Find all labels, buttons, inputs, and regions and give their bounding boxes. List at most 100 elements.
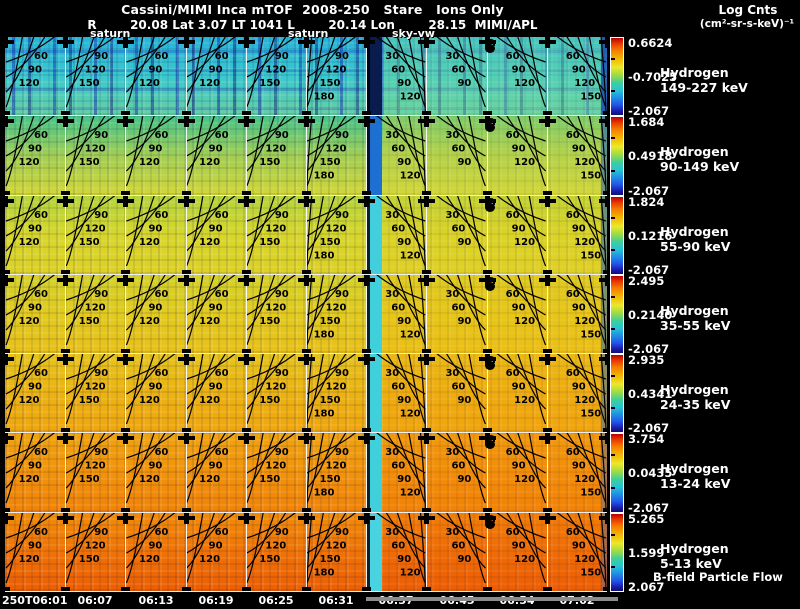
contour-label: 150 xyxy=(79,316,100,327)
contour-label: 90 xyxy=(512,382,526,393)
fiducial-nub-icon xyxy=(603,508,607,512)
contour-label: 150 xyxy=(580,568,601,579)
post-gap-tint xyxy=(383,196,607,274)
contour-label: 60 xyxy=(215,447,229,458)
pointing-marker-icon xyxy=(485,39,495,53)
contour-label: 180 xyxy=(314,92,335,103)
contour-label: 90 xyxy=(148,144,162,155)
segment-divider xyxy=(246,433,247,512)
post-gap-tint xyxy=(383,275,607,353)
fiducial-cross-icon xyxy=(117,116,134,127)
contour-label: 60 xyxy=(34,210,48,221)
panel-species-label: Hydrogen xyxy=(660,541,729,556)
segment-divider xyxy=(547,196,548,274)
fiducial-nub-icon xyxy=(603,191,607,195)
contour-label: 150 xyxy=(320,157,341,168)
contour-label: 30 xyxy=(445,51,459,62)
contour-label: 120 xyxy=(400,92,421,103)
panel-heatmap: 60 90 120 90 120 150 60 90 120 60 90 120 90 120 150 90 1… xyxy=(5,513,607,592)
contour-label: 90 xyxy=(28,541,42,552)
fiducial-cross-icon xyxy=(5,116,14,127)
fiducial-cross-icon xyxy=(599,116,607,127)
contour-label: 90 xyxy=(94,368,108,379)
segment-divider xyxy=(487,275,488,353)
fiducial-cross-icon xyxy=(298,37,315,48)
colorbar-mid-label: -0.7025 xyxy=(628,69,678,84)
fiducial-nub-icon xyxy=(5,191,10,195)
fiducial-nub-icon xyxy=(5,349,10,353)
fiducial-nub-icon xyxy=(61,349,70,353)
contour-label: 120 xyxy=(514,157,535,168)
contour-label: 90 xyxy=(148,461,162,472)
contour-label: 90 xyxy=(512,461,526,472)
fiducial-nub-icon xyxy=(121,111,130,115)
fiducial-cross-icon xyxy=(539,37,556,48)
fiducial-nub-icon xyxy=(302,111,311,115)
colorbar-legend-units: (cm²-sr-s-keV)⁻¹ xyxy=(699,18,795,30)
fiducial-nub-icon xyxy=(242,587,251,591)
time-tick-label: 06:13 xyxy=(138,594,174,607)
fiducial-cross-icon xyxy=(5,354,14,365)
fiducial-nub-icon xyxy=(182,508,191,512)
colorbar-mid-label: 0.1216 xyxy=(628,228,673,243)
page-title: Cassini/MIMI Inca mTOF 2008-250 Stare Io… xyxy=(121,2,504,17)
fiducial-cross-icon xyxy=(298,116,315,127)
fiducial-cross-icon xyxy=(418,116,435,127)
fiducial-cross-icon xyxy=(117,354,134,365)
contour-label: 120 xyxy=(326,461,347,472)
contour-label: 120 xyxy=(265,461,286,472)
fiducial-nub-icon xyxy=(242,270,251,274)
contour-label: 90 xyxy=(397,474,411,485)
segment-divider xyxy=(65,37,66,115)
fiducial-nub-icon xyxy=(121,508,130,512)
fiducial-nub-icon xyxy=(603,270,607,274)
colorbar-max-label: 5.265 xyxy=(628,512,665,526)
contour-label: 30 xyxy=(385,289,399,300)
fiducial-nub-icon xyxy=(302,349,311,353)
contour-label: 90 xyxy=(572,303,586,314)
contour-label: 120 xyxy=(574,316,595,327)
contour-label: 60 xyxy=(451,541,465,552)
segment-divider xyxy=(186,37,187,115)
contour-label: 120 xyxy=(514,395,535,406)
fiducial-cross-icon xyxy=(117,275,134,286)
contour-label: 60 xyxy=(34,368,48,379)
segment-divider xyxy=(306,37,307,115)
contour-label: 30 xyxy=(385,447,399,458)
contour-label: 90 xyxy=(335,289,349,300)
fiducial-nub-icon xyxy=(302,508,311,512)
contour-label: 120 xyxy=(574,237,595,248)
contour-label: 90 xyxy=(397,78,411,89)
contour-label: 60 xyxy=(215,289,229,300)
fiducial-cross-icon xyxy=(5,275,14,286)
segment-divider xyxy=(186,513,187,591)
contour-label: 60 xyxy=(154,447,168,458)
fiducial-nub-icon xyxy=(61,508,70,512)
contour-label: 60 xyxy=(391,303,405,314)
contour-label: 60 xyxy=(391,382,405,393)
post-gap-tint xyxy=(383,354,607,432)
contour-label: 180 xyxy=(314,409,335,420)
contour-label: 180 xyxy=(314,488,335,499)
contour-label: 90 xyxy=(148,382,162,393)
fiducial-cross-icon xyxy=(599,433,607,444)
fiducial-nub-icon xyxy=(5,111,10,115)
contour-label: 120 xyxy=(19,316,40,327)
contour-label: 90 xyxy=(94,210,108,221)
panel-energy-label: 90-149 keV xyxy=(660,159,740,174)
ephemeris-subtitle: R 20.08 Lat 3.07 LT 1041 L 20.14 Lon 28.… xyxy=(87,18,538,32)
fiducial-cross-icon xyxy=(418,513,435,524)
panel-colorbar xyxy=(610,37,624,116)
contour-label: 120 xyxy=(265,224,286,235)
contour-label: 90 xyxy=(397,316,411,327)
contour-label: 120 xyxy=(514,474,535,485)
contour-label: 60 xyxy=(566,368,580,379)
contour-label: 60 xyxy=(451,65,465,76)
fiducial-cross-icon xyxy=(178,196,195,207)
contour-label: 60 xyxy=(506,447,520,458)
fiducial-nub-icon xyxy=(182,428,191,432)
panel-heatmap: 60 90 120 90 120 150 60 90 120 60 90 120 90 120 150 90 1… xyxy=(5,275,607,354)
contour-label: 150 xyxy=(259,316,280,327)
contour-label: 90 xyxy=(94,527,108,538)
fiducial-nub-icon xyxy=(483,111,492,115)
